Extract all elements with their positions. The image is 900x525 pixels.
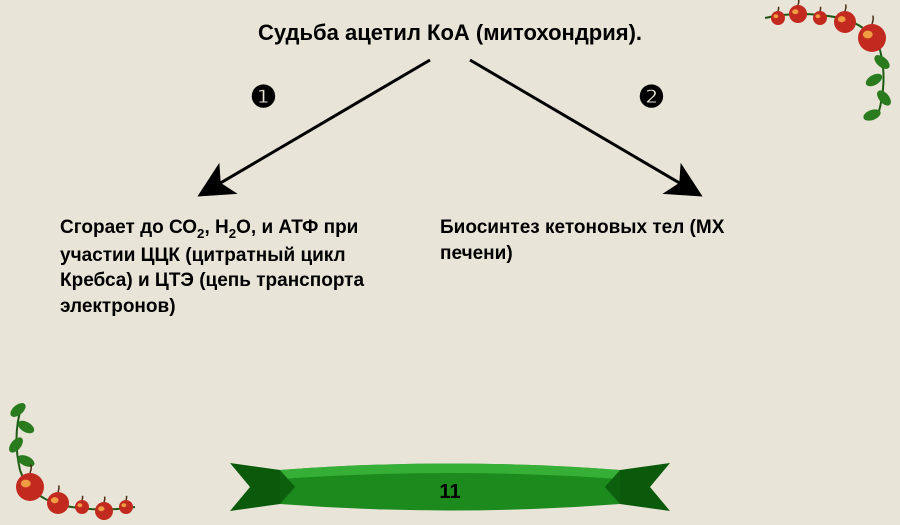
branch-text-right: Биосинтез кетоновых тел (МХ печени) <box>440 215 760 266</box>
corner-decoration-top-right <box>760 0 900 130</box>
corner-decoration-bottom-left <box>0 395 140 525</box>
branch-text-left: Сгорает до СО2, Н2О, и АТФ при участии Ц… <box>60 215 410 320</box>
branch-marker-2: ❷ <box>638 80 665 115</box>
page-number: 11 <box>430 481 470 504</box>
branch-marker-1: ❶ <box>250 80 277 115</box>
